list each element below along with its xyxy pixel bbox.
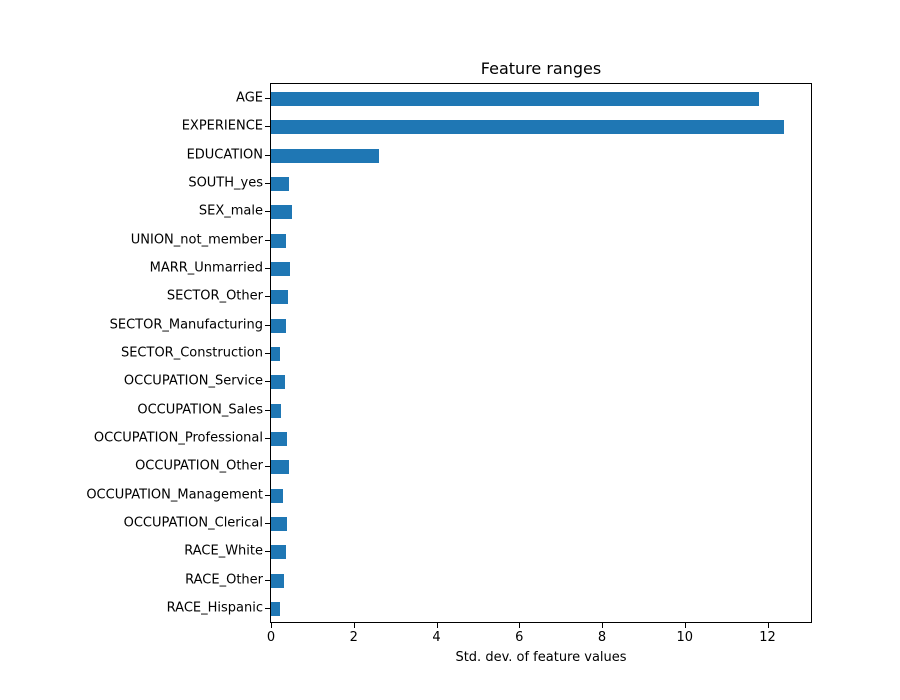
y-tick-mark — [265, 324, 270, 326]
y-tick-mark — [265, 409, 270, 411]
y-tick-label: SECTOR_Other — [166, 288, 263, 304]
x-tick-mark — [684, 623, 686, 628]
y-tick-mark — [265, 183, 270, 185]
bar-SECTOR_Other — [271, 290, 288, 305]
x-tick-label: 8 — [597, 630, 607, 645]
bar-OCCUPATION_Professional — [271, 431, 288, 446]
bar-SECTOR_Manufacturing — [271, 318, 287, 333]
chart-title: Feature ranges — [480, 59, 602, 78]
y-tick-mark — [265, 239, 270, 241]
x-axis-label: Std. dev. of feature values — [455, 650, 627, 665]
x-tick-label: 10 — [676, 630, 694, 645]
bar-OCCUPATION_Clerical — [271, 516, 288, 531]
bar-OCCUPATION_Service — [271, 375, 286, 390]
y-tick-label: EDUCATION — [186, 147, 263, 163]
y-tick-mark — [265, 126, 270, 128]
y-tick-label: RACE_Hispanic — [166, 600, 263, 616]
x-tick-mark — [436, 623, 438, 628]
y-tick-label: SEX_male — [198, 203, 263, 219]
bar-AGE — [271, 92, 760, 107]
y-tick-label: RACE_Other — [185, 572, 263, 588]
bar-RACE_Hispanic — [271, 601, 280, 616]
y-tick-label: OCCUPATION_Clerical — [123, 515, 263, 531]
bar-OCCUPATION_Management — [271, 488, 283, 503]
y-tick-mark — [265, 98, 270, 100]
plot-area — [270, 83, 812, 623]
y-tick-label: OCCUPATION_Other — [135, 458, 263, 474]
y-tick-mark — [265, 437, 270, 439]
x-tick-mark — [271, 623, 272, 628]
y-tick-mark — [265, 381, 270, 383]
x-tick-label: 12 — [759, 630, 776, 645]
y-tick-mark — [265, 494, 270, 496]
bar-MARR_Unmarried — [271, 262, 291, 277]
y-tick-label: UNION_not_member — [130, 232, 263, 248]
y-tick-mark — [265, 211, 270, 213]
x-tick-mark — [519, 623, 521, 628]
y-tick-label: SECTOR_Construction — [120, 345, 263, 361]
y-tick-mark — [265, 154, 270, 156]
y-tick-label: OCCUPATION_Management — [86, 487, 263, 503]
y-tick-label: AGE — [236, 90, 263, 106]
bar-EDUCATION — [271, 148, 379, 163]
bar-OCCUPATION_Other — [271, 460, 289, 475]
x-tick-label: 2 — [349, 630, 358, 645]
bar-RACE_White — [271, 545, 287, 560]
y-tick-label: RACE_White — [184, 543, 263, 559]
y-tick-label: SOUTH_yes — [188, 175, 263, 191]
x-tick-label: 6 — [515, 630, 524, 645]
bar-RACE_Other — [271, 573, 285, 588]
x-tick-label: 0 — [266, 630, 276, 645]
bar-SEX_male — [271, 205, 292, 220]
y-tick-label: EXPERIENCE — [181, 118, 263, 134]
y-tick-mark — [265, 268, 270, 270]
bar-EXPERIENCE — [271, 120, 785, 135]
x-tick-mark — [353, 623, 355, 628]
y-tick-label: SECTOR_Manufacturing — [109, 317, 263, 333]
y-tick-mark — [265, 353, 270, 354]
y-tick-mark — [265, 466, 270, 468]
y-tick-label: OCCUPATION_Service — [123, 373, 263, 389]
y-tick-mark — [265, 607, 270, 609]
bar-UNION_not_member — [271, 233, 287, 248]
y-tick-mark — [265, 296, 270, 298]
x-tick-mark — [767, 623, 769, 628]
y-tick-mark — [265, 551, 270, 553]
bar-SECTOR_Construction — [271, 347, 280, 361]
bar-SOUTH_yes — [271, 177, 290, 192]
x-tick-mark — [602, 623, 604, 628]
y-tick-mark — [265, 579, 270, 581]
y-tick-label: MARR_Unmarried — [149, 260, 263, 276]
x-tick-label: 4 — [432, 630, 441, 645]
bar-OCCUPATION_Sales — [271, 403, 281, 418]
y-tick-label: OCCUPATION_Professional — [93, 430, 263, 446]
y-tick-mark — [265, 522, 270, 524]
y-tick-label: OCCUPATION_Sales — [137, 402, 263, 418]
